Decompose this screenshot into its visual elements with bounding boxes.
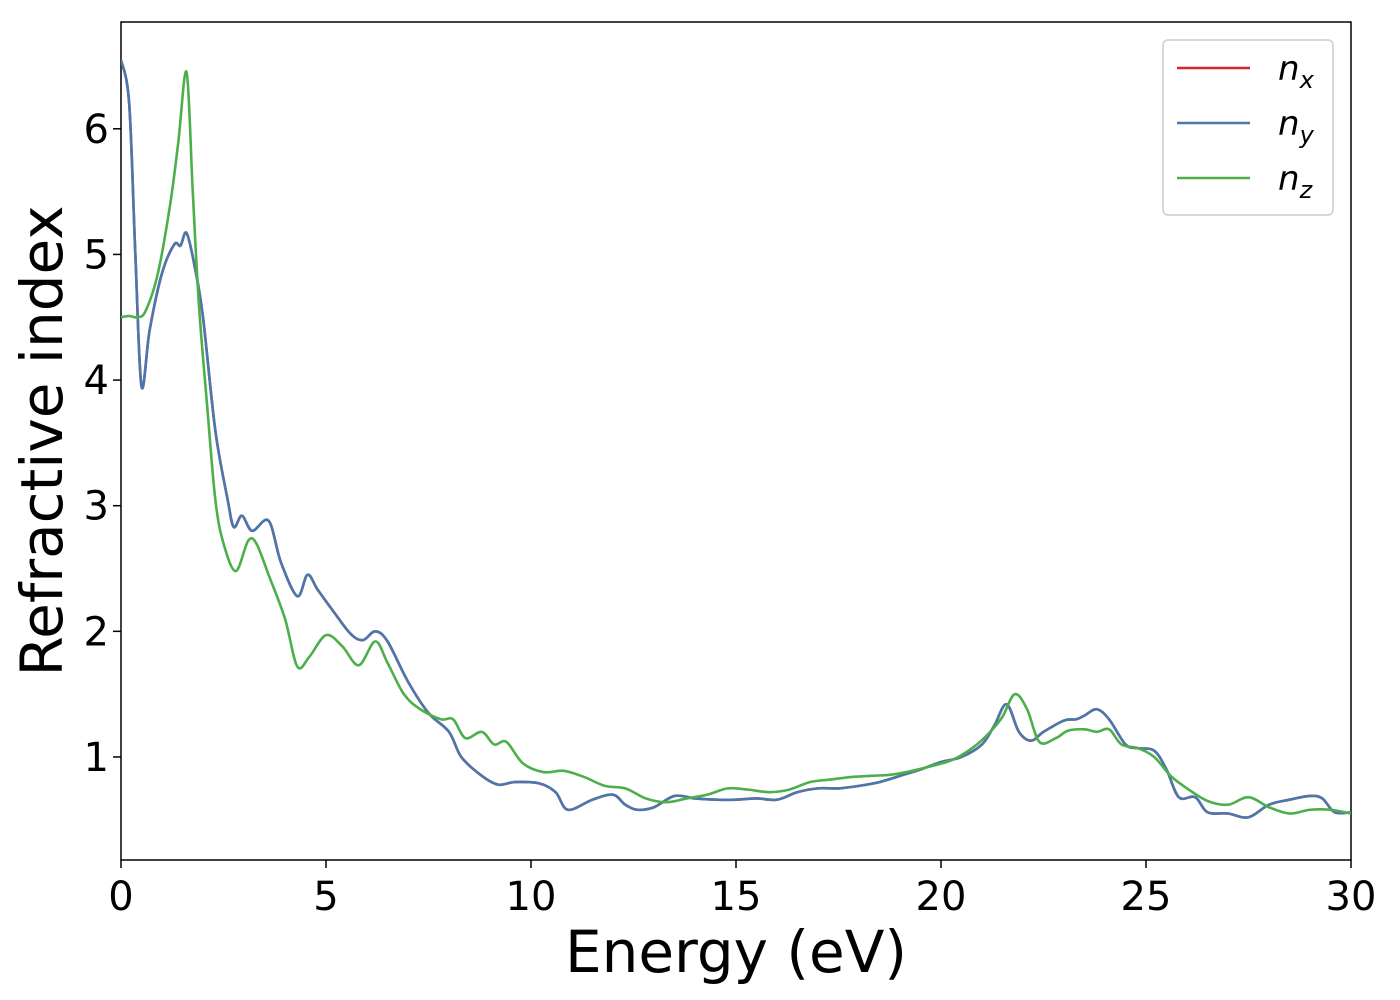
y-tick-label: 5 bbox=[84, 232, 109, 278]
x-tick-label: 10 bbox=[506, 874, 557, 920]
x-tick-label: 5 bbox=[313, 874, 338, 920]
series-line-z bbox=[121, 70, 1351, 815]
legend-frame bbox=[1162, 39, 1334, 216]
x-tick-label: 0 bbox=[108, 874, 133, 920]
plot-area: 0 5 10 15 20 25 30 1 2 3 4 5 6 bbox=[84, 21, 1377, 920]
y-tick-label: 3 bbox=[84, 484, 109, 530]
x-tick-label: 30 bbox=[1326, 874, 1377, 920]
y-tick-label: 6 bbox=[84, 107, 109, 153]
legend: nx ny nz bbox=[1162, 39, 1334, 216]
legend-label-z: nz bbox=[1278, 159, 1314, 204]
y-axis-title: Refractive index bbox=[8, 205, 76, 676]
x-tick-label: 25 bbox=[1121, 874, 1172, 920]
y-tick-label: 4 bbox=[84, 358, 109, 404]
y-tick-label: 2 bbox=[84, 609, 109, 655]
series-layer bbox=[121, 59, 1351, 819]
x-tick-label: 15 bbox=[711, 874, 762, 920]
x-axis-title: Energy (eV) bbox=[565, 918, 907, 986]
legend-label-x: nx bbox=[1278, 49, 1315, 94]
ticks-layer: 0 5 10 15 20 25 30 1 2 3 4 5 6 bbox=[84, 107, 1377, 920]
y-tick-label: 1 bbox=[84, 735, 109, 781]
legend-label-y: ny bbox=[1278, 104, 1315, 149]
legend-items: nx ny nz bbox=[1177, 49, 1315, 204]
x-tick-label: 20 bbox=[916, 874, 967, 920]
